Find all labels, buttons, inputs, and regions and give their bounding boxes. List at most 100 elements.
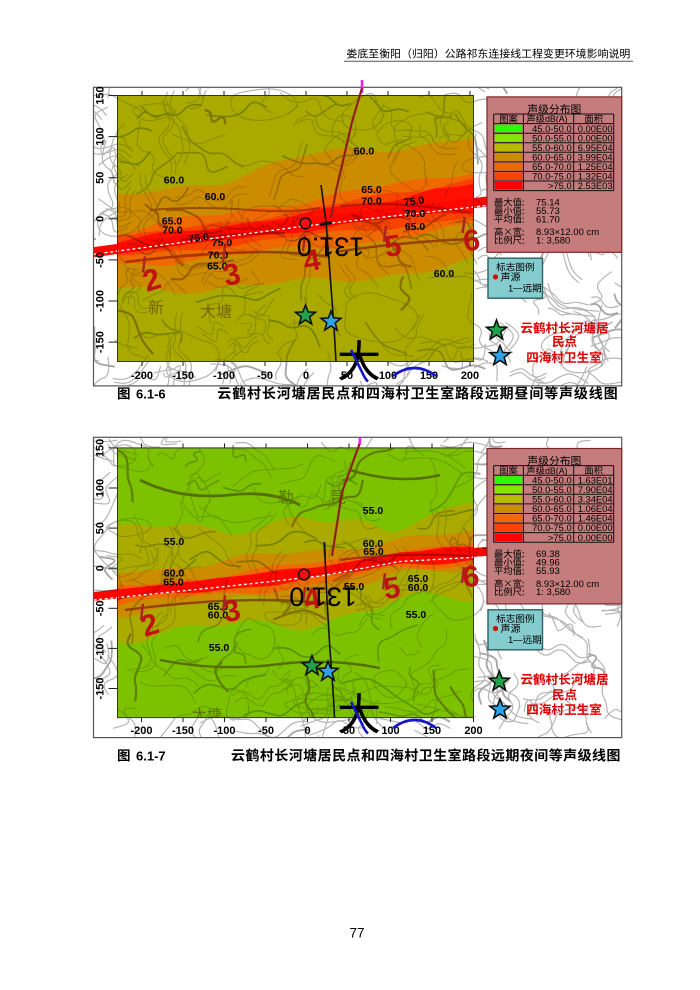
svg-text:65.0: 65.0 [405, 221, 426, 233]
svg-text:65.0: 65.0 [207, 260, 228, 272]
svg-text:200: 200 [464, 725, 482, 737]
svg-text:1.25E04: 1.25E04 [578, 161, 613, 172]
svg-text:55.93: 55.93 [536, 566, 560, 577]
svg-text:70.0: 70.0 [405, 208, 426, 220]
svg-text:-100: -100 [213, 725, 235, 737]
svg-text:70.0: 70.0 [162, 225, 183, 237]
svg-text:55.0: 55.0 [406, 609, 427, 621]
svg-text:50.0-55.0: 50.0-55.0 [532, 132, 572, 143]
svg-text:1.46E04: 1.46E04 [578, 513, 613, 524]
svg-text:60.0: 60.0 [363, 538, 384, 550]
svg-text:-100: -100 [95, 637, 107, 659]
svg-text:0: 0 [95, 216, 107, 222]
svg-text:131.0: 131.0 [297, 232, 365, 262]
svg-text:0.00E00: 0.00E00 [578, 522, 613, 533]
svg-text:0: 0 [303, 370, 309, 382]
svg-text:-150: -150 [172, 725, 194, 737]
svg-text:3: 3 [220, 594, 243, 630]
svg-text:65.0: 65.0 [361, 184, 382, 196]
svg-text:60.0: 60.0 [205, 191, 226, 203]
svg-text:60.0: 60.0 [164, 567, 185, 579]
svg-text:70.0: 70.0 [361, 195, 382, 207]
svg-text:-50: -50 [258, 725, 274, 737]
svg-text:-150: -150 [95, 331, 107, 353]
svg-text:-100: -100 [213, 370, 235, 382]
svg-text:55.0: 55.0 [344, 581, 365, 593]
svg-text:131.0: 131.0 [289, 582, 357, 612]
svg-text:61.70: 61.70 [536, 215, 560, 226]
svg-text:100: 100 [95, 479, 107, 497]
svg-text:55.0-60.0: 55.0-60.0 [532, 142, 572, 153]
svg-text:6: 6 [462, 224, 482, 259]
svg-text:-200: -200 [131, 370, 153, 382]
svg-text:55.0-60.0: 55.0-60.0 [532, 494, 572, 505]
svg-text:0: 0 [95, 565, 107, 571]
svg-text:50: 50 [95, 172, 107, 184]
svg-text:60.0: 60.0 [434, 268, 455, 280]
svg-text:-50: -50 [95, 252, 107, 268]
svg-text:70.0-75.0: 70.0-75.0 [532, 522, 572, 533]
svg-text:60.0: 60.0 [408, 582, 429, 594]
svg-text:4: 4 [301, 243, 323, 278]
svg-text:100: 100 [379, 370, 397, 382]
svg-text:65.0: 65.0 [162, 215, 183, 227]
svg-text:>75.0: >75.0 [548, 532, 572, 543]
svg-text:3: 3 [220, 257, 243, 293]
svg-text:0.00E00: 0.00E00 [578, 123, 613, 134]
svg-text:-150: -150 [172, 370, 194, 382]
svg-text:-100: -100 [95, 290, 107, 312]
svg-text:1: 3,580: 1: 3,580 [536, 587, 570, 598]
svg-text:75.0: 75.0 [188, 231, 210, 246]
svg-text:4: 4 [301, 582, 323, 617]
svg-text:—: — [513, 283, 523, 294]
svg-text:1.63E01: 1.63E01 [578, 474, 613, 485]
svg-text:77: 77 [349, 926, 364, 941]
svg-text:60.0-65.0: 60.0-65.0 [532, 152, 572, 163]
svg-text:1.32E04: 1.32E04 [578, 171, 613, 182]
svg-text:1: 1 [508, 284, 513, 295]
svg-text:0.00E00: 0.00E00 [578, 132, 613, 143]
svg-text:75.14: 75.14 [536, 198, 560, 209]
svg-text:65.0-70.0: 65.0-70.0 [532, 161, 572, 172]
svg-text:—: — [513, 634, 523, 645]
svg-text:5: 5 [382, 229, 403, 264]
svg-text:0.00E00: 0.00E00 [578, 532, 613, 543]
svg-text:2.53E03: 2.53E03 [578, 180, 613, 191]
svg-text:-50: -50 [95, 600, 107, 616]
svg-text:50: 50 [95, 522, 107, 534]
svg-text:50.0-55.0: 50.0-55.0 [532, 484, 572, 495]
svg-text:3.34E04: 3.34E04 [578, 494, 613, 505]
svg-text:100: 100 [95, 127, 107, 145]
svg-text:200: 200 [461, 370, 479, 382]
svg-text:55.0: 55.0 [209, 642, 230, 654]
svg-text:0: 0 [304, 725, 310, 737]
svg-text:60.0-65.0: 60.0-65.0 [532, 503, 572, 514]
svg-text:150: 150 [423, 725, 441, 737]
svg-text:49.96: 49.96 [536, 558, 560, 569]
svg-text:7.90E04: 7.90E04 [578, 484, 613, 495]
svg-text:-50: -50 [257, 370, 273, 382]
svg-text:6.1-7: 6.1-7 [136, 748, 166, 763]
svg-text:-150: -150 [95, 677, 107, 699]
svg-text:1: 1 [508, 635, 513, 646]
svg-text:60.0: 60.0 [164, 174, 185, 186]
svg-text:-200: -200 [130, 725, 152, 737]
svg-text:65.0-70.0: 65.0-70.0 [532, 513, 572, 524]
svg-text:dB(A): dB(A) [545, 466, 568, 476]
svg-text:55.0: 55.0 [164, 536, 185, 548]
svg-text:8.93×12.00 cm: 8.93×12.00 cm [536, 579, 599, 590]
svg-text:65.0: 65.0 [363, 546, 384, 558]
svg-text:1.06E04: 1.06E04 [578, 503, 613, 514]
svg-text:6.95E04: 6.95E04 [578, 142, 613, 153]
svg-text:5: 5 [381, 571, 402, 606]
svg-text:45.0-50.0: 45.0-50.0 [532, 123, 572, 134]
svg-text:65.0: 65.0 [163, 576, 184, 588]
svg-text:6.1-6: 6.1-6 [136, 386, 166, 401]
svg-text:75.0: 75.0 [403, 194, 425, 209]
svg-text:69.38: 69.38 [536, 549, 560, 560]
svg-text:6: 6 [461, 560, 481, 595]
svg-text:75.0: 75.0 [212, 237, 233, 249]
svg-text:45.0-50.0: 45.0-50.0 [532, 474, 572, 485]
svg-text:55.73: 55.73 [536, 206, 560, 217]
svg-text:dB(A): dB(A) [545, 114, 568, 124]
